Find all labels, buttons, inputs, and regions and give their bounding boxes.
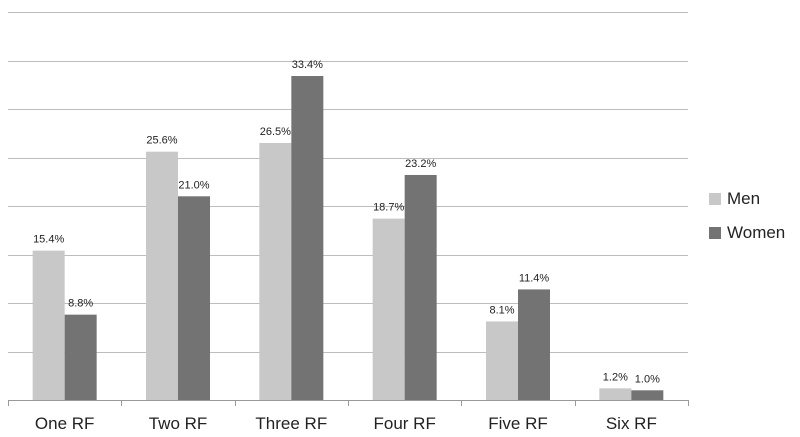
legend-swatch-women xyxy=(709,227,721,239)
data-label-men-4: 18.7% xyxy=(373,202,404,214)
bar-women-3 xyxy=(291,76,324,401)
data-label-women-5: 11.4% xyxy=(519,272,550,284)
data-label-women-2: 21.0% xyxy=(178,179,209,191)
bar-men-5 xyxy=(486,321,518,400)
data-label-women-1: 8.8% xyxy=(68,298,93,310)
bar-men-3 xyxy=(259,142,292,400)
data-label-women-3: 33.4% xyxy=(292,59,323,71)
bar-men-2 xyxy=(146,151,178,400)
data-label-men-2: 25.6% xyxy=(146,135,177,147)
legend-label-men: Men xyxy=(727,189,761,208)
bar-women-1 xyxy=(64,314,97,400)
legend: Men Women xyxy=(709,189,786,258)
legend-label-women: Women xyxy=(727,223,786,242)
x-tick-label-6: Six RF xyxy=(606,414,657,433)
data-label-men-3: 26.5% xyxy=(260,126,291,138)
bar-women-5 xyxy=(518,289,550,400)
bar-women-4 xyxy=(404,174,437,400)
data-label-women-6: 1.0% xyxy=(635,373,660,385)
legend-item-women: Women xyxy=(709,223,786,242)
legend-swatch-men xyxy=(709,193,721,205)
data-labels: 15.4% 8.8% 25.6% 21.0% 26.5% 33.4% 18.7% 23.2% 8… xyxy=(33,59,660,385)
bar-women-6 xyxy=(631,390,664,400)
data-label-women-4: 23.2% xyxy=(405,158,436,170)
x-tick-label-4: Four RF xyxy=(373,414,435,433)
bar-men-4 xyxy=(372,218,405,400)
bar-men-6 xyxy=(599,388,632,400)
x-tick-label-5: Five RF xyxy=(488,414,548,433)
data-label-men-5: 8.1% xyxy=(489,304,514,316)
data-label-men-6: 1.2% xyxy=(603,371,628,383)
bars xyxy=(32,76,664,401)
x-axis: One RF Two RF Three RF Four RF Five RF Six RF xyxy=(8,400,689,433)
x-tick-label-1: One RF xyxy=(35,414,95,433)
data-label-men-1: 15.4% xyxy=(33,234,64,246)
bar-men-1 xyxy=(32,250,65,400)
x-tick-label-3: Three RF xyxy=(255,414,327,433)
legend-item-men: Men xyxy=(709,189,785,208)
bar-women-2 xyxy=(178,196,210,400)
gridlines xyxy=(8,12,688,353)
x-tick-label-2: Two RF xyxy=(149,414,208,433)
